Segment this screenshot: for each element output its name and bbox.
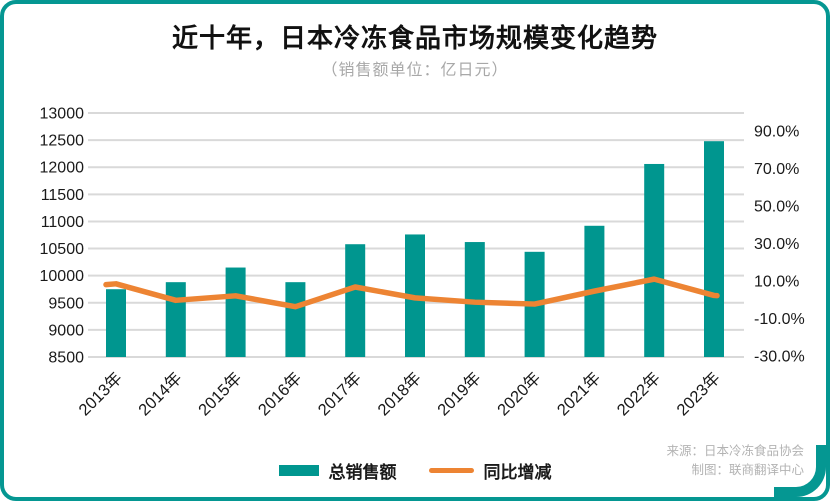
left-axis-tick-label: 9500 [48, 295, 84, 312]
right-axis-tick-label: 50.0% [754, 199, 799, 216]
x-axis-label-2020年: 2020年 [493, 368, 544, 419]
x-axis-label-2022年: 2022年 [613, 368, 664, 419]
left-axis-tick-label: 12500 [40, 133, 85, 150]
right-axis-tick-label: 70.0% [754, 161, 799, 178]
left-axis-tick-label: 9000 [48, 322, 84, 339]
right-axis-tick-label: 30.0% [754, 236, 799, 253]
x-axis-label-2023年: 2023年 [673, 368, 724, 419]
left-axis-tick-label: 13000 [40, 106, 85, 123]
right-axis-tick-label: -30.0% [754, 349, 805, 366]
right-axis-tick-label: 10.0% [754, 274, 799, 291]
chart-legend: 总销售额 同比增减 [4, 458, 826, 483]
x-axis-label-2013年: 2013年 [75, 368, 126, 419]
left-axis-tick-label: 11000 [41, 214, 84, 231]
x-axis-label-2015年: 2015年 [194, 368, 245, 419]
page-title: 近十年，日本冷冻食品市场规模变化趋势 [171, 23, 658, 53]
bar-2016年 [285, 282, 306, 357]
left-axis-tick-label: 10000 [40, 268, 85, 285]
corner-accent-decoration [774, 445, 826, 497]
legend-bar-swatch-icon [278, 465, 319, 476]
bar-2017年 [345, 244, 366, 357]
left-axis-tick-label: 10500 [40, 241, 85, 258]
bar-2013年 [106, 289, 126, 357]
x-axis-label-2018年: 2018年 [374, 368, 425, 419]
legend-label-total-sales: 总销售额 [328, 463, 397, 482]
left-axis-tick-label: 12000 [40, 160, 85, 177]
left-axis-tick-label: 8500 [48, 350, 84, 367]
x-axis-label-2016年: 2016年 [254, 368, 305, 419]
legend-label-yoy-change: 同比增减 [483, 463, 552, 482]
right-axis-tick-label: -10.0% [754, 311, 805, 328]
bar-2014年 [165, 282, 186, 357]
x-axis-label-2021年: 2021年 [553, 368, 604, 419]
x-axis-label-2014年: 2014年 [135, 368, 186, 419]
legend-line-swatch-icon [428, 468, 474, 473]
chart-subtitle: （销售额单位：亿日元） [321, 62, 509, 79]
x-axis-label-2017年: 2017年 [314, 368, 365, 419]
source-line: 来源：日本冷冻食品协会 [666, 444, 804, 458]
trend-line [103, 276, 720, 310]
right-axis-tick-label: 90.0% [754, 124, 799, 141]
bar-2023年 [704, 141, 724, 357]
bar-2022年 [644, 163, 665, 357]
x-axis-label-2019年: 2019年 [434, 368, 485, 419]
chart-canvas: 13000 12500 12000 11500 11000 10500 10000 9500 9… [40, 106, 805, 420]
left-axis-tick-label: 11500 [41, 187, 84, 204]
bar-2015年 [225, 267, 246, 357]
